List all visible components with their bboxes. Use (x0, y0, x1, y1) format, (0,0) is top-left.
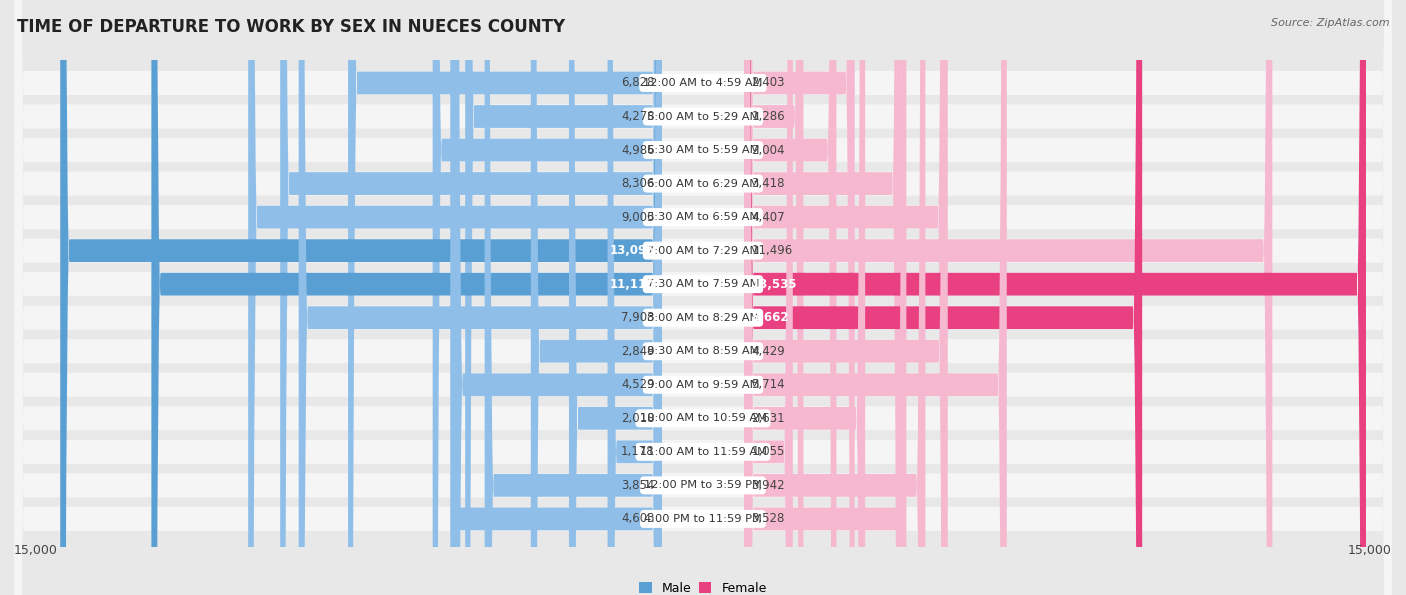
FancyBboxPatch shape (485, 0, 662, 595)
Text: 4,429: 4,429 (751, 345, 785, 358)
FancyBboxPatch shape (450, 0, 662, 595)
Text: 8,306: 8,306 (621, 177, 655, 190)
Text: 11,110: 11,110 (610, 278, 655, 291)
Text: Source: ZipAtlas.com: Source: ZipAtlas.com (1271, 18, 1389, 28)
FancyBboxPatch shape (744, 0, 855, 595)
Text: 1,055: 1,055 (751, 445, 785, 458)
FancyBboxPatch shape (14, 0, 1392, 595)
FancyBboxPatch shape (14, 0, 1392, 595)
Text: 2,849: 2,849 (621, 345, 655, 358)
Text: 8:00 AM to 8:29 AM: 8:00 AM to 8:29 AM (647, 313, 759, 322)
FancyBboxPatch shape (569, 0, 662, 595)
Text: 10:00 AM to 10:59 AM: 10:00 AM to 10:59 AM (640, 414, 766, 423)
FancyBboxPatch shape (744, 0, 1142, 595)
FancyBboxPatch shape (744, 0, 1272, 595)
FancyBboxPatch shape (454, 0, 662, 595)
Text: 3,528: 3,528 (751, 512, 785, 525)
FancyBboxPatch shape (744, 0, 793, 595)
Legend: Male, Female: Male, Female (634, 577, 772, 595)
Text: 12:00 AM to 4:59 AM: 12:00 AM to 4:59 AM (644, 78, 762, 88)
Text: 6:00 AM to 6:29 AM: 6:00 AM to 6:29 AM (647, 178, 759, 189)
FancyBboxPatch shape (280, 0, 662, 595)
Text: 2,403: 2,403 (751, 77, 785, 89)
Text: 3,418: 3,418 (751, 177, 785, 190)
FancyBboxPatch shape (249, 0, 662, 595)
Text: 5:30 AM to 5:59 AM: 5:30 AM to 5:59 AM (647, 145, 759, 155)
Text: 15,000: 15,000 (14, 544, 58, 557)
FancyBboxPatch shape (14, 0, 1392, 595)
FancyBboxPatch shape (433, 0, 662, 595)
Text: 11,496: 11,496 (751, 244, 793, 257)
FancyBboxPatch shape (14, 0, 1392, 595)
FancyBboxPatch shape (14, 0, 1392, 595)
Text: 7,903: 7,903 (621, 311, 655, 324)
Text: 6,828: 6,828 (621, 77, 655, 89)
FancyBboxPatch shape (60, 0, 662, 595)
FancyBboxPatch shape (744, 0, 1367, 595)
Text: 4,407: 4,407 (751, 211, 785, 224)
FancyBboxPatch shape (14, 0, 1392, 595)
FancyBboxPatch shape (531, 0, 662, 595)
Text: 6:30 AM to 6:59 AM: 6:30 AM to 6:59 AM (647, 212, 759, 222)
FancyBboxPatch shape (14, 0, 1392, 595)
Text: 7:00 AM to 7:29 AM: 7:00 AM to 7:29 AM (647, 246, 759, 256)
Text: 4,986: 4,986 (621, 143, 655, 156)
Text: 13,535: 13,535 (751, 278, 797, 291)
FancyBboxPatch shape (744, 0, 1007, 595)
Text: 9:00 AM to 9:59 AM: 9:00 AM to 9:59 AM (647, 380, 759, 390)
FancyBboxPatch shape (744, 0, 948, 595)
Text: 5:00 AM to 5:29 AM: 5:00 AM to 5:29 AM (647, 111, 759, 121)
Text: 4,529: 4,529 (621, 378, 655, 392)
Text: 2,631: 2,631 (751, 412, 785, 425)
FancyBboxPatch shape (349, 0, 662, 595)
Text: 11:00 AM to 11:59 AM: 11:00 AM to 11:59 AM (640, 447, 766, 457)
FancyBboxPatch shape (744, 0, 946, 595)
Text: 3,854: 3,854 (621, 479, 655, 492)
Text: 2,018: 2,018 (621, 412, 655, 425)
Text: 4:00 PM to 11:59 PM: 4:00 PM to 11:59 PM (644, 514, 762, 524)
Text: 3,942: 3,942 (751, 479, 785, 492)
FancyBboxPatch shape (14, 0, 1392, 595)
FancyBboxPatch shape (744, 0, 907, 595)
Text: 4,278: 4,278 (621, 110, 655, 123)
Text: 9,003: 9,003 (621, 211, 655, 224)
FancyBboxPatch shape (744, 0, 803, 595)
FancyBboxPatch shape (14, 0, 1392, 595)
FancyBboxPatch shape (298, 0, 662, 595)
FancyBboxPatch shape (744, 0, 837, 595)
Text: 5,714: 5,714 (751, 378, 785, 392)
FancyBboxPatch shape (14, 0, 1392, 595)
Text: 12:00 PM to 3:59 PM: 12:00 PM to 3:59 PM (644, 480, 762, 490)
Text: 15,000: 15,000 (1348, 544, 1392, 557)
Text: 2,004: 2,004 (751, 143, 785, 156)
FancyBboxPatch shape (744, 0, 901, 595)
Text: TIME OF DEPARTURE TO WORK BY SEX IN NUECES COUNTY: TIME OF DEPARTURE TO WORK BY SEX IN NUEC… (17, 18, 565, 36)
Text: 13,095: 13,095 (609, 244, 655, 257)
Text: 1,286: 1,286 (751, 110, 785, 123)
FancyBboxPatch shape (14, 0, 1392, 595)
FancyBboxPatch shape (14, 0, 1392, 595)
FancyBboxPatch shape (607, 0, 662, 595)
FancyBboxPatch shape (744, 0, 925, 595)
FancyBboxPatch shape (465, 0, 662, 595)
Text: 1,178: 1,178 (621, 445, 655, 458)
Text: 4,603: 4,603 (621, 512, 655, 525)
FancyBboxPatch shape (14, 0, 1392, 595)
FancyBboxPatch shape (744, 0, 865, 595)
FancyBboxPatch shape (14, 0, 1392, 595)
Text: 8,662: 8,662 (751, 311, 789, 324)
FancyBboxPatch shape (152, 0, 662, 595)
Text: 7:30 AM to 7:59 AM: 7:30 AM to 7:59 AM (647, 279, 759, 289)
Text: 8:30 AM to 8:59 AM: 8:30 AM to 8:59 AM (647, 346, 759, 356)
